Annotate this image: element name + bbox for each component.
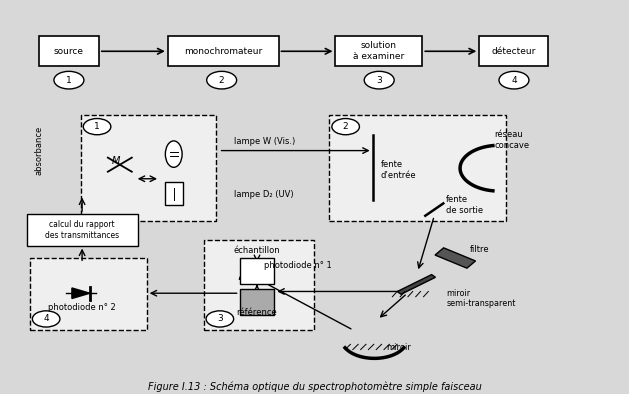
Text: Figure I.13 : Schéma optique du spectrophotomètre simple faisceau: Figure I.13 : Schéma optique du spectrop… [148, 381, 481, 392]
Circle shape [206, 311, 233, 327]
Text: détecteur: détecteur [491, 46, 536, 56]
Circle shape [54, 71, 84, 89]
Bar [27, 214, 138, 246]
Circle shape [83, 119, 111, 135]
Bar [330, 115, 506, 221]
Text: 2: 2 [343, 122, 348, 131]
Bar [240, 289, 274, 315]
Circle shape [32, 311, 60, 327]
Text: monochromateur: monochromateur [184, 46, 262, 56]
Bar [204, 240, 314, 330]
Bar [240, 258, 274, 284]
Text: filtre: filtre [470, 245, 490, 254]
Polygon shape [435, 248, 476, 268]
Text: lampe W (Vis.): lampe W (Vis.) [233, 137, 295, 146]
Bar [335, 36, 422, 66]
Text: 4: 4 [43, 314, 49, 323]
Text: miroir: miroir [386, 343, 411, 352]
Text: 2: 2 [219, 76, 225, 85]
Text: photodiode n° 2: photodiode n° 2 [48, 303, 116, 312]
Text: 4: 4 [511, 76, 517, 85]
Circle shape [207, 71, 237, 89]
Text: référence: référence [237, 308, 277, 317]
Bar [30, 258, 147, 330]
Bar [168, 36, 279, 66]
Text: lampe D₂ (UV): lampe D₂ (UV) [233, 190, 293, 199]
Bar [165, 182, 182, 205]
Text: photodiode n° 1: photodiode n° 1 [264, 260, 331, 269]
Text: calcul du rapport
des transmittances: calcul du rapport des transmittances [45, 220, 119, 240]
Text: 1: 1 [94, 122, 100, 131]
Text: source: source [54, 46, 84, 56]
Text: miroir
semi-transparent: miroir semi-transparent [447, 289, 516, 308]
Polygon shape [72, 288, 90, 299]
Circle shape [332, 119, 359, 135]
Text: 3: 3 [376, 76, 382, 85]
Text: échantillon: échantillon [234, 246, 281, 255]
Text: M: M [111, 156, 120, 166]
Text: solution
à examiner: solution à examiner [353, 41, 404, 61]
Bar [81, 115, 216, 221]
Circle shape [364, 71, 394, 89]
Circle shape [499, 71, 529, 89]
Bar [479, 36, 548, 66]
Text: absorbance: absorbance [35, 126, 43, 175]
Text: fente
de sortie: fente de sortie [447, 195, 484, 215]
Text: 3: 3 [217, 314, 223, 323]
Text: fente
d’entrée: fente d’entrée [381, 160, 416, 180]
Ellipse shape [165, 141, 182, 167]
Text: réseau
concave: réseau concave [494, 130, 530, 150]
Polygon shape [397, 275, 435, 294]
Bar [39, 36, 99, 66]
Text: 1: 1 [66, 76, 72, 85]
